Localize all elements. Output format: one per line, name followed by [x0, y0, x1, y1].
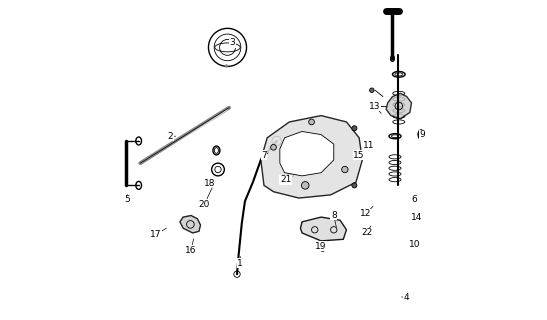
Text: 21: 21	[280, 175, 291, 184]
Circle shape	[309, 119, 315, 125]
Text: 10: 10	[409, 240, 421, 249]
Text: 2: 2	[167, 132, 173, 141]
Text: 17: 17	[150, 230, 162, 239]
Circle shape	[376, 104, 381, 108]
Polygon shape	[300, 217, 346, 241]
Text: 22: 22	[362, 228, 373, 237]
Polygon shape	[180, 215, 201, 233]
Text: 12: 12	[360, 209, 371, 219]
Polygon shape	[386, 93, 411, 119]
Text: 14: 14	[411, 212, 422, 222]
Text: 1: 1	[237, 259, 243, 268]
Text: 8: 8	[331, 211, 336, 220]
Text: 18: 18	[205, 179, 216, 188]
Circle shape	[370, 88, 374, 92]
Text: 15: 15	[353, 151, 365, 160]
Text: 7: 7	[261, 151, 267, 160]
Text: 19: 19	[315, 242, 326, 251]
Text: 4: 4	[404, 292, 410, 301]
Circle shape	[288, 171, 294, 178]
Text: 5: 5	[125, 195, 130, 204]
Ellipse shape	[391, 56, 394, 61]
Circle shape	[301, 181, 309, 189]
Text: 3: 3	[229, 38, 235, 47]
Text: 13: 13	[369, 101, 381, 111]
Text: 6: 6	[412, 195, 417, 204]
Text: 9: 9	[419, 130, 425, 139]
Circle shape	[352, 126, 357, 131]
Text: 11: 11	[363, 141, 374, 150]
Text: 16: 16	[185, 246, 197, 255]
Text: 20: 20	[199, 200, 210, 209]
Circle shape	[352, 183, 357, 188]
Circle shape	[271, 144, 276, 150]
Polygon shape	[280, 132, 334, 176]
Polygon shape	[261, 116, 362, 198]
Circle shape	[342, 166, 348, 173]
Circle shape	[320, 246, 325, 252]
